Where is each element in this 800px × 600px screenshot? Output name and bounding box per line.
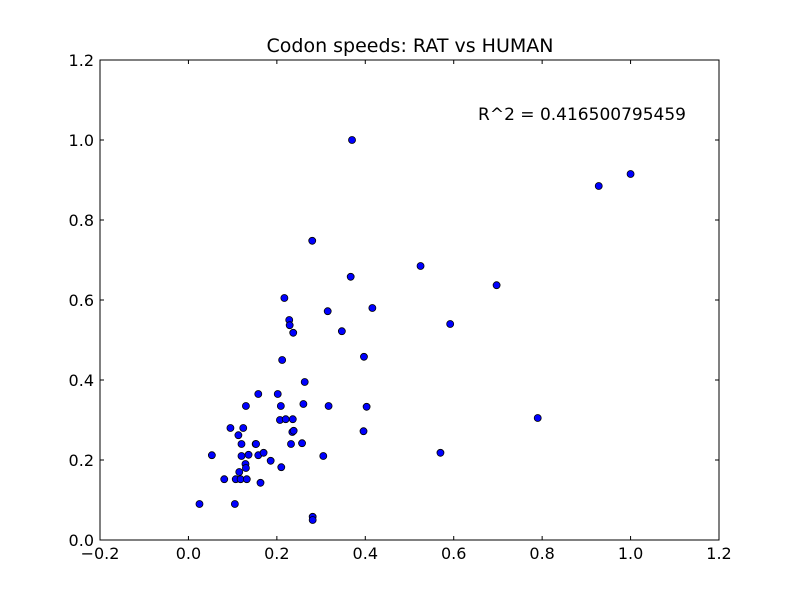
scatter-point [298, 439, 306, 448]
scatter-point [256, 478, 265, 487]
scatter-point [239, 424, 248, 432]
scatter-point [230, 500, 239, 508]
ticks-layer: −0.2 0.0 0.2 0.4 0.6 0.8 1.0 1.20.00.20.40.60.8… [69, 51, 732, 563]
scatter-point [266, 456, 275, 465]
y-tick-label: 1.0 [69, 131, 94, 150]
scatter-point [285, 321, 294, 330]
scatter-point [244, 450, 253, 459]
scatter-point [416, 262, 425, 270]
y-tick-label: 0.8 [69, 211, 94, 230]
scatter-point [319, 452, 328, 460]
x-tick-label: 1.0 [618, 544, 643, 563]
scatter-point [289, 426, 298, 435]
scatter-point [277, 463, 286, 472]
y-tick-label: 0.6 [69, 291, 94, 310]
scatter-point [337, 327, 346, 336]
scatter-point [287, 440, 295, 448]
plot-area [100, 60, 719, 540]
scatter-point [446, 320, 455, 328]
scatter-point [533, 414, 542, 422]
x-tick-label: 0.6 [441, 544, 466, 563]
r-squared-annotation: R^2 = 0.416500795459 [478, 105, 686, 125]
scatter-point [348, 136, 356, 144]
x-tick-label: −0.2 [81, 544, 120, 563]
scatter-point [235, 468, 244, 476]
x-tick-label: 1.2 [706, 544, 731, 563]
scatter-point [254, 390, 263, 398]
scatter-point [323, 307, 332, 316]
scatter-point [280, 294, 289, 302]
scatter-point [492, 281, 501, 290]
scatter-point [300, 378, 309, 386]
scatter-point [273, 390, 282, 398]
scatter-point [278, 356, 287, 364]
scatter-point [195, 500, 204, 508]
scatter-point [242, 475, 251, 484]
scatter-point [308, 516, 317, 524]
x-tick-label: 0.4 [353, 544, 378, 563]
scatter-point [259, 448, 268, 457]
scatter-point [237, 452, 246, 460]
points-layer [195, 136, 635, 524]
scatter-point [276, 402, 285, 410]
scatter-point [289, 328, 298, 337]
scatter-point [252, 440, 260, 448]
scatter-point [242, 402, 250, 410]
scatter-point [626, 170, 635, 178]
scatter-point [308, 236, 317, 245]
y-tick-label: 0.4 [69, 371, 94, 390]
scatter-point [288, 415, 297, 424]
x-tick-label: 0.2 [264, 544, 289, 563]
scatter-point [242, 464, 250, 472]
y-tick-label: 0.0 [69, 531, 94, 550]
scatter-point [299, 400, 308, 408]
scatter-point [360, 352, 368, 361]
scatter-point [359, 427, 368, 436]
scatter-point [362, 402, 371, 411]
x-tick-label: 0.8 [529, 544, 554, 563]
scatter-point [226, 424, 235, 432]
y-tick-label: 0.2 [69, 451, 94, 470]
x-tick-label: 0.0 [176, 544, 201, 563]
scatter-point [234, 431, 243, 440]
scatter-point [436, 448, 445, 457]
scatter-point [324, 402, 333, 410]
scatter-point [368, 304, 377, 312]
scatter-point [594, 182, 603, 190]
scatter-point [237, 440, 246, 448]
scatter-point [220, 475, 229, 484]
y-tick-label: 1.2 [69, 51, 94, 70]
chart-title: Codon speeds: RAT vs HUMAN [267, 35, 554, 57]
scatter-point [346, 272, 355, 281]
scatter-point [281, 415, 290, 424]
scatter-point [207, 451, 216, 460]
